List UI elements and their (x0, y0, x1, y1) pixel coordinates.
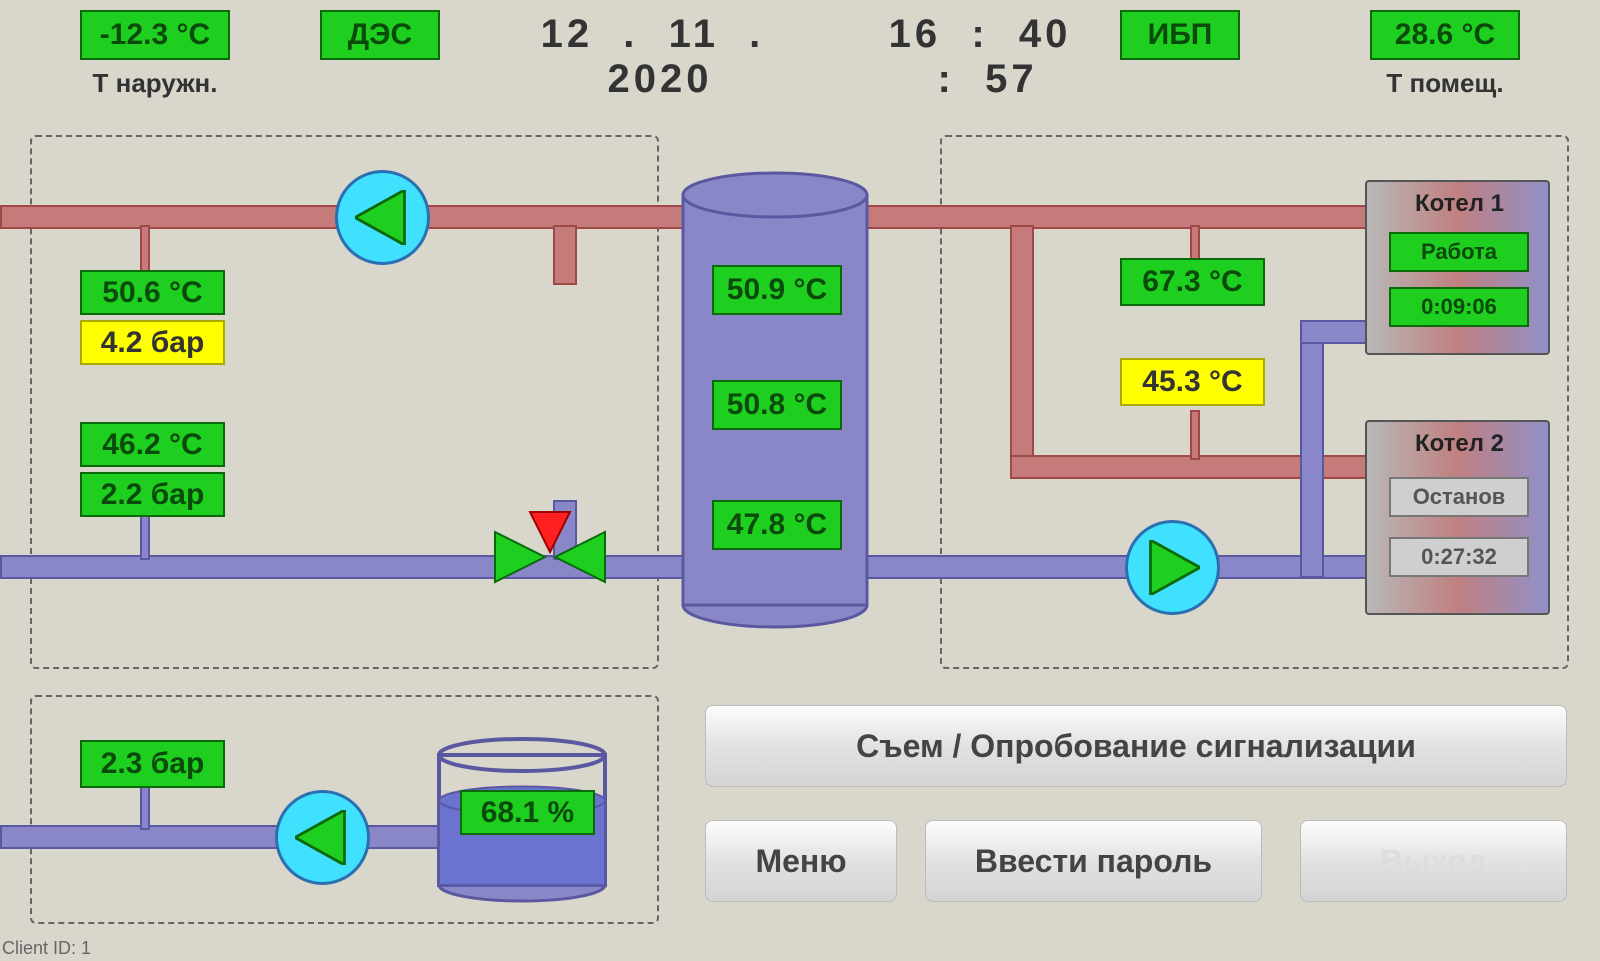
left-supply-pressure: 4.2 бар (80, 320, 225, 365)
pipe-stub-right-return (1190, 410, 1200, 460)
boiler-1-panel[interactable]: Котел 1 Работа 0:09:06 (1365, 180, 1550, 355)
arrow-left-icon (295, 810, 350, 865)
pipe-cold-right-up (1300, 320, 1324, 578)
exit-button[interactable]: Выход (1300, 820, 1567, 902)
boiler-2-status: Останов (1389, 477, 1529, 517)
date-display: 12 . 11 . 2020 (530, 12, 790, 102)
tank-temp-top: 50.9 °C (712, 265, 842, 315)
room-temp-value: 28.6 °C (1370, 10, 1520, 60)
tank-temp-bot: 47.8 °C (712, 500, 842, 550)
mixing-valve-icon[interactable] (485, 502, 615, 602)
room-temp-label: Т помещ. (1370, 68, 1520, 99)
client-id-label: Client ID: 1 (2, 938, 91, 959)
boiler-1-title: Котел 1 (1367, 190, 1552, 218)
alarm-test-button[interactable]: Съем / Опробование сигнализации (705, 705, 1567, 787)
pipe-stub-left-supply (140, 225, 150, 275)
tank-temp-mid: 50.8 °C (712, 380, 842, 430)
ibp-status: ИБП (1120, 10, 1240, 60)
menu-button[interactable]: Меню (705, 820, 897, 902)
outside-temp-label: Т наружн. (80, 68, 230, 99)
arrow-right-icon (1145, 540, 1200, 595)
boiler-2-title: Котел 2 (1367, 430, 1552, 458)
boiler-2-panel[interactable]: Котел 2 Останов 0:27:32 (1365, 420, 1550, 615)
supply-pump[interactable] (335, 170, 430, 265)
arrow-left-icon (355, 190, 410, 245)
password-button[interactable]: Ввести пароль (925, 820, 1262, 902)
pipe-hot-right-down (1010, 225, 1034, 475)
outside-temp-value: -12.3 °C (80, 10, 230, 60)
left-return-pressure: 2.2 бар (80, 472, 225, 517)
pipe-cold-to-boiler1 (1300, 320, 1370, 344)
left-return-temp: 46.2 °C (80, 422, 225, 467)
right-supply-temp: 67.3 °C (1120, 258, 1265, 306)
boiler-1-time: 0:09:06 (1389, 287, 1529, 327)
des-status: ДЭС (320, 10, 440, 60)
right-return-temp: 45.3 °C (1120, 358, 1265, 406)
pipe-hot-down-tank (553, 225, 577, 285)
left-supply-temp: 50.6 °C (80, 270, 225, 315)
boiler-2-time: 0:27:32 (1389, 537, 1529, 577)
time-display: 16 : 40 : 57 (870, 12, 1090, 102)
makeup-pressure: 2.3 бар (80, 740, 225, 788)
boiler-1-status: Работа (1389, 232, 1529, 272)
expansion-level: 68.1 % (460, 790, 595, 835)
makeup-pump[interactable] (275, 790, 370, 885)
return-pump[interactable] (1125, 520, 1220, 615)
pipe-makeup-main (0, 825, 440, 849)
